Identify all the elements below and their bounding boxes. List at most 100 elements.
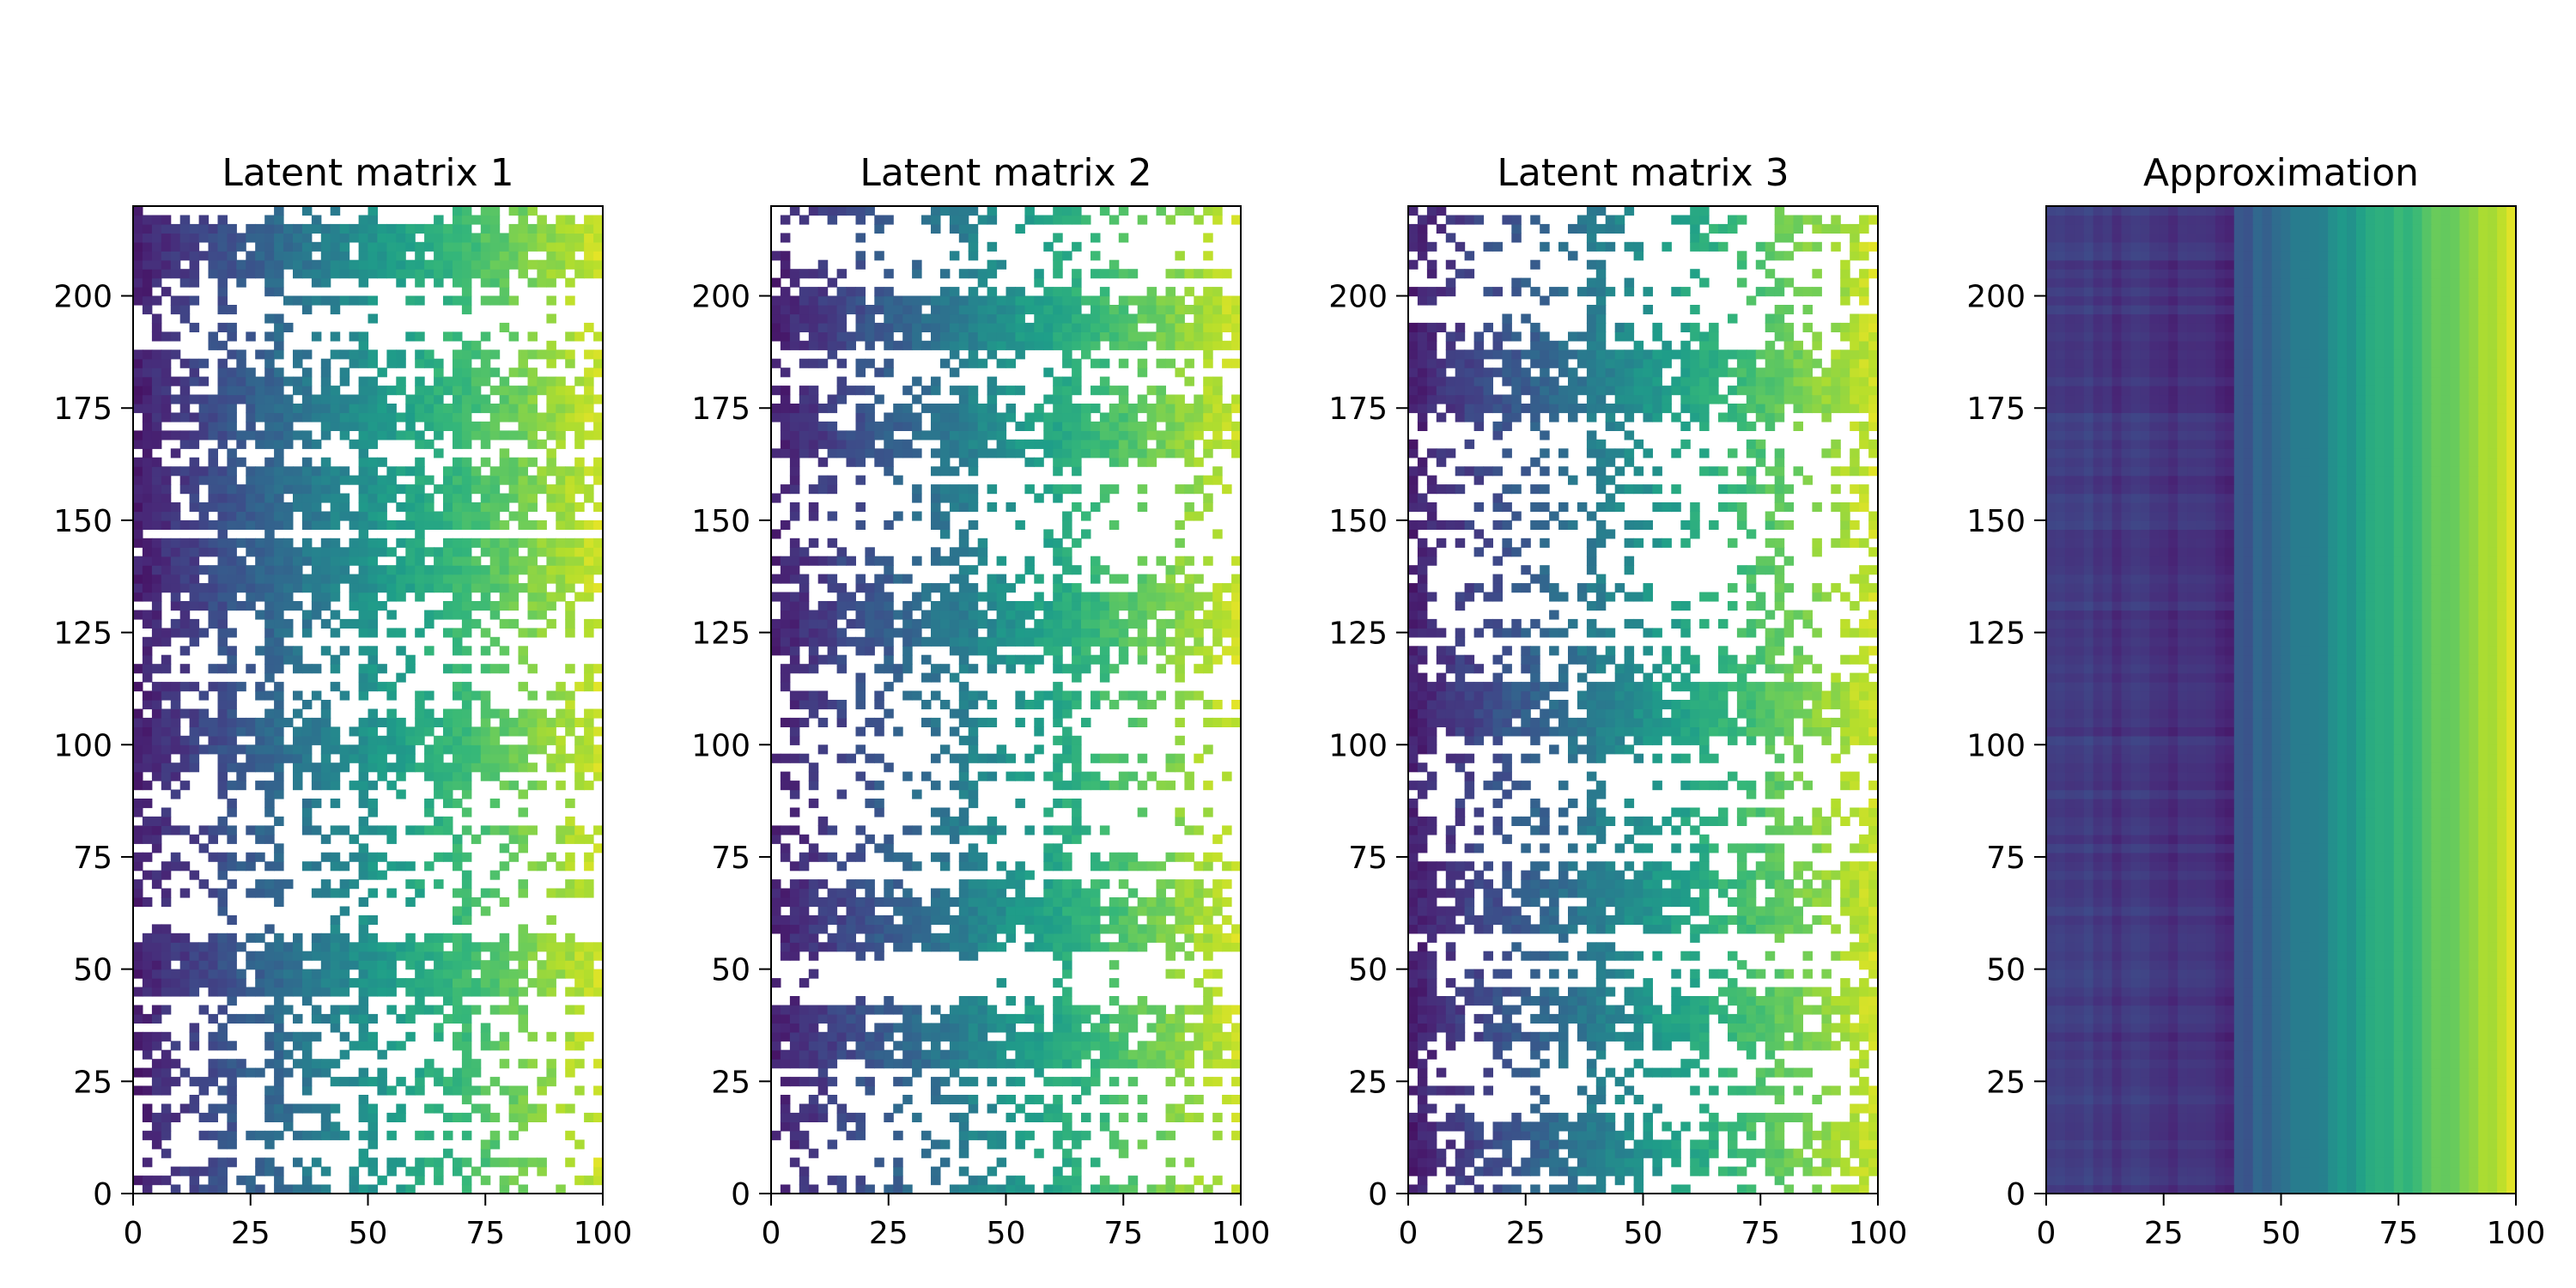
- heatmap-cell: [453, 430, 463, 440]
- heatmap-cell: [227, 1103, 237, 1114]
- heatmap-cell: [931, 502, 941, 513]
- heatmap-cell: [1109, 700, 1120, 710]
- heatmap-cell: [434, 987, 444, 997]
- heatmap-cell: [958, 789, 969, 799]
- heatmap-cell: [893, 726, 903, 737]
- heatmap-cell: [377, 412, 387, 422]
- heatmap-cell: [584, 574, 594, 584]
- heatmap-cell: [358, 762, 369, 773]
- heatmap-cell: [527, 538, 538, 548]
- heatmap-cell: [161, 735, 172, 745]
- heatmap-cell: [827, 439, 838, 449]
- heatmap-cell: [518, 933, 528, 943]
- heatmap-cell: [161, 358, 172, 368]
- heatmap-cell: [227, 251, 237, 261]
- heatmap-cell: [293, 259, 303, 270]
- heatmap-cell: [255, 1013, 265, 1024]
- heatmap-cell: [142, 358, 153, 368]
- heatmap-cell: [817, 906, 829, 916]
- heatmap-cell: [453, 251, 463, 261]
- heatmap-cell: [283, 547, 294, 557]
- heatmap-cell: [151, 1139, 162, 1150]
- heatmap-cell: [424, 412, 434, 422]
- heatmap-cell: [471, 744, 482, 755]
- heatmap-cell: [453, 331, 463, 342]
- heatmap-cell: [151, 717, 162, 727]
- heatmap-cell: [508, 386, 519, 396]
- y-tick-label: 50: [73, 953, 112, 988]
- heatmap-cell: [1015, 1031, 1025, 1042]
- heatmap-cell: [574, 1085, 585, 1096]
- heatmap-cell: [227, 1059, 237, 1069]
- heatmap-cell: [958, 574, 969, 584]
- heatmap-cell: [274, 457, 284, 467]
- heatmap-cell: [949, 574, 960, 584]
- heatmap-cell: [902, 1077, 913, 1087]
- heatmap-cell: [377, 502, 387, 513]
- heatmap-cell: [874, 1059, 884, 1069]
- heatmap-cell: [949, 1005, 960, 1015]
- heatmap-cell: [151, 457, 162, 467]
- heatmap-cell: [161, 349, 172, 360]
- heatmap-cell: [217, 969, 228, 979]
- heatmap-cell: [1062, 744, 1072, 755]
- heatmap-cell: [424, 386, 434, 396]
- heatmap-cell: [884, 448, 894, 459]
- heatmap-cell: [434, 421, 444, 431]
- heatmap-cell: [170, 223, 181, 234]
- heatmap-cell: [958, 914, 969, 925]
- heatmap-cell: [179, 762, 191, 773]
- heatmap-cell: [255, 519, 265, 530]
- heatmap-cell: [789, 1023, 800, 1033]
- heatmap-cell: [893, 1103, 903, 1114]
- heatmap-cell: [1091, 690, 1101, 701]
- heatmap-cell: [461, 1184, 472, 1194]
- heatmap-cell: [246, 421, 256, 431]
- heatmap-cell: [179, 404, 191, 414]
- heatmap-cell: [996, 906, 1007, 916]
- heatmap-cell: [1137, 601, 1148, 611]
- heatmap-cell: [208, 717, 218, 727]
- heatmap-cell: [434, 394, 444, 404]
- heatmap-cell: [396, 565, 406, 575]
- heatmap-cell: [799, 914, 810, 925]
- heatmap-cell: [386, 1157, 397, 1168]
- heatmap-cell: [584, 951, 594, 961]
- heatmap-cell: [1091, 753, 1101, 763]
- heatmap-cell: [434, 717, 444, 727]
- heatmap-cell: [189, 394, 200, 404]
- heatmap-cell: [358, 376, 369, 386]
- heatmap-cell: [518, 825, 528, 835]
- heatmap-cell: [912, 897, 922, 908]
- heatmap-cell: [293, 1184, 303, 1194]
- heatmap-cell: [836, 654, 848, 665]
- heatmap-cell: [846, 1130, 856, 1140]
- heatmap-cell: [386, 960, 397, 970]
- heatmap-cell: [179, 781, 191, 791]
- heatmap-cell: [827, 574, 838, 584]
- heatmap-cell: [1212, 879, 1223, 890]
- heatmap-cell: [1165, 1013, 1176, 1024]
- heatmap-cell: [377, 870, 387, 880]
- x-tick-label: 0: [124, 1216, 143, 1251]
- heatmap-cell: [1099, 1112, 1110, 1122]
- heatmap-cell: [368, 672, 378, 683]
- heatmap-cell: [405, 502, 416, 513]
- heatmap-cell: [377, 951, 387, 961]
- heatmap-cell: [151, 735, 162, 745]
- heatmap-cell: [453, 358, 463, 368]
- heatmap-cell: [1024, 628, 1035, 638]
- heatmap-cell: [471, 556, 482, 566]
- heatmap-cell: [161, 259, 172, 270]
- heatmap-cell: [1081, 529, 1091, 539]
- heatmap-cell: [151, 358, 162, 368]
- heatmap-cell: [912, 412, 922, 422]
- heatmap-cell: [208, 251, 218, 261]
- heatmap-cell: [424, 726, 434, 737]
- heatmap-cell: [977, 1031, 988, 1042]
- heatmap-cell: [142, 969, 153, 979]
- heatmap-cell: [179, 628, 191, 638]
- heatmap-cell: [931, 807, 941, 817]
- heatmap-cell: [170, 771, 181, 781]
- heatmap-cell: [931, 412, 941, 422]
